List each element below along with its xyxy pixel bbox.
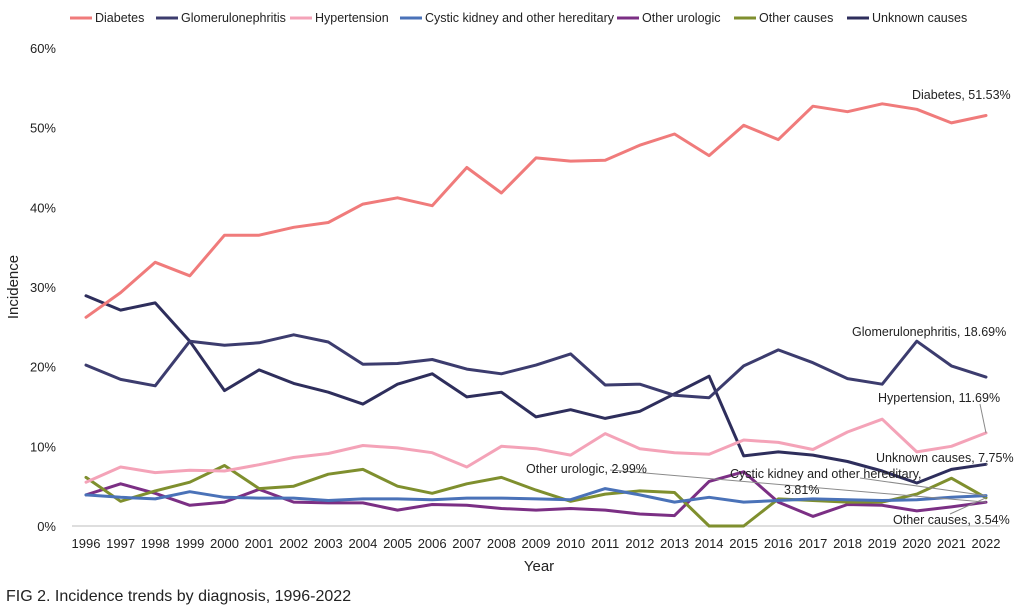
x-tick-label: 1996 (72, 536, 101, 551)
annotation-label: Other causes, 3.54% (893, 513, 1010, 527)
x-tick-label: 2006 (418, 536, 447, 551)
annotation-leader-line (949, 497, 987, 515)
x-tick-label: 2021 (937, 536, 966, 551)
x-tick-label: 1997 (106, 536, 135, 551)
x-tick-label: 2014 (695, 536, 724, 551)
annotation-leader-line (859, 477, 987, 497)
x-axis: 1996 1997 1998 1999 2000 2001 2002 2003 2004 2005… (72, 525, 1001, 551)
annotations: Diabetes, 51.53% Glomerulonephritis, 18.6… (526, 88, 1014, 527)
series-line-hypertension (84, 417, 988, 484)
y-tick-label: 40% (30, 200, 56, 215)
x-tick-label: 2019 (868, 536, 897, 551)
x-tick-label: 2016 (764, 536, 793, 551)
y-tick-label: 0% (37, 519, 56, 534)
x-axis-title: Year (524, 558, 554, 575)
legend-label: Glomerulonephritis (181, 11, 286, 25)
x-tick-label: 2000 (210, 536, 239, 551)
annotation-label: Hypertension, 11.69% (878, 391, 1000, 405)
annotation-leader-line (609, 469, 987, 503)
x-tick-label: 2002 (279, 536, 308, 551)
legend-label: Hypertension (315, 11, 389, 25)
figure-caption: FIG 2. Incidence trends by diagnosis, 19… (6, 588, 352, 605)
x-tick-label: 2008 (487, 536, 516, 551)
annotation-label: Other urologic, 2.99% (526, 462, 647, 476)
y-tick-label: 10% (30, 439, 56, 454)
legend: Diabetes Glomerulonephritis Hypertension Cy… (70, 11, 967, 25)
x-tick-label: 2022 (972, 536, 1001, 551)
x-tick-label: 1998 (141, 536, 170, 551)
y-tick-label: 50% (30, 121, 56, 136)
y-tick-label: 60% (30, 41, 56, 56)
x-tick-label: 2018 (833, 536, 862, 551)
y-tick-label: 30% (30, 280, 56, 295)
series-line-cystic-kidney-and-other-hereditary (84, 487, 988, 504)
x-tick-label: 2012 (625, 536, 654, 551)
legend-label: Diabetes (95, 11, 144, 25)
annotation-leaders (609, 403, 989, 515)
series-line-unknown-causes (84, 294, 988, 485)
x-tick-label: 2007 (452, 536, 481, 551)
series-line-diabetes (84, 102, 988, 319)
y-axis: 0% 10% 20% 30% 40% 50% 60% (30, 41, 56, 534)
x-tick-label: 2017 (798, 536, 827, 551)
annotation-label: Glomerulonephritis, 18.69% (852, 325, 1006, 339)
series-line-other-causes (84, 464, 988, 528)
x-tick-label: 2013 (660, 536, 689, 551)
annotation-label: Diabetes, 51.53% (912, 88, 1011, 102)
legend-label: Other urologic (642, 11, 721, 25)
x-tick-label: 2010 (556, 536, 585, 551)
series-line-glomerulonephritis (84, 333, 988, 400)
annotation-label: 3.81% (784, 483, 819, 497)
x-tick-label: 2015 (729, 536, 758, 551)
y-tick-label: 20% (30, 360, 56, 375)
series-lines (84, 102, 988, 528)
x-tick-label: 2004 (348, 536, 377, 551)
annotation-label: Cystic kidney and other hereditary, (730, 467, 922, 481)
x-tick-label: 1999 (175, 536, 204, 551)
legend-label: Cystic kidney and other hereditary (425, 11, 615, 25)
x-tick-label: 2020 (902, 536, 931, 551)
x-tick-label: 2003 (314, 536, 343, 551)
x-tick-label: 2005 (383, 536, 412, 551)
y-axis-title: Incidence (5, 255, 22, 319)
x-tick-label: 2009 (522, 536, 551, 551)
annotation-leader-line (979, 403, 987, 433)
legend-label: Unknown causes (872, 11, 967, 25)
x-tick-label: 2011 (591, 536, 619, 551)
legend-label: Other causes (759, 11, 833, 25)
x-tick-label: 2001 (245, 536, 274, 551)
annotation-label: Unknown causes, 7.75% (876, 451, 1014, 465)
